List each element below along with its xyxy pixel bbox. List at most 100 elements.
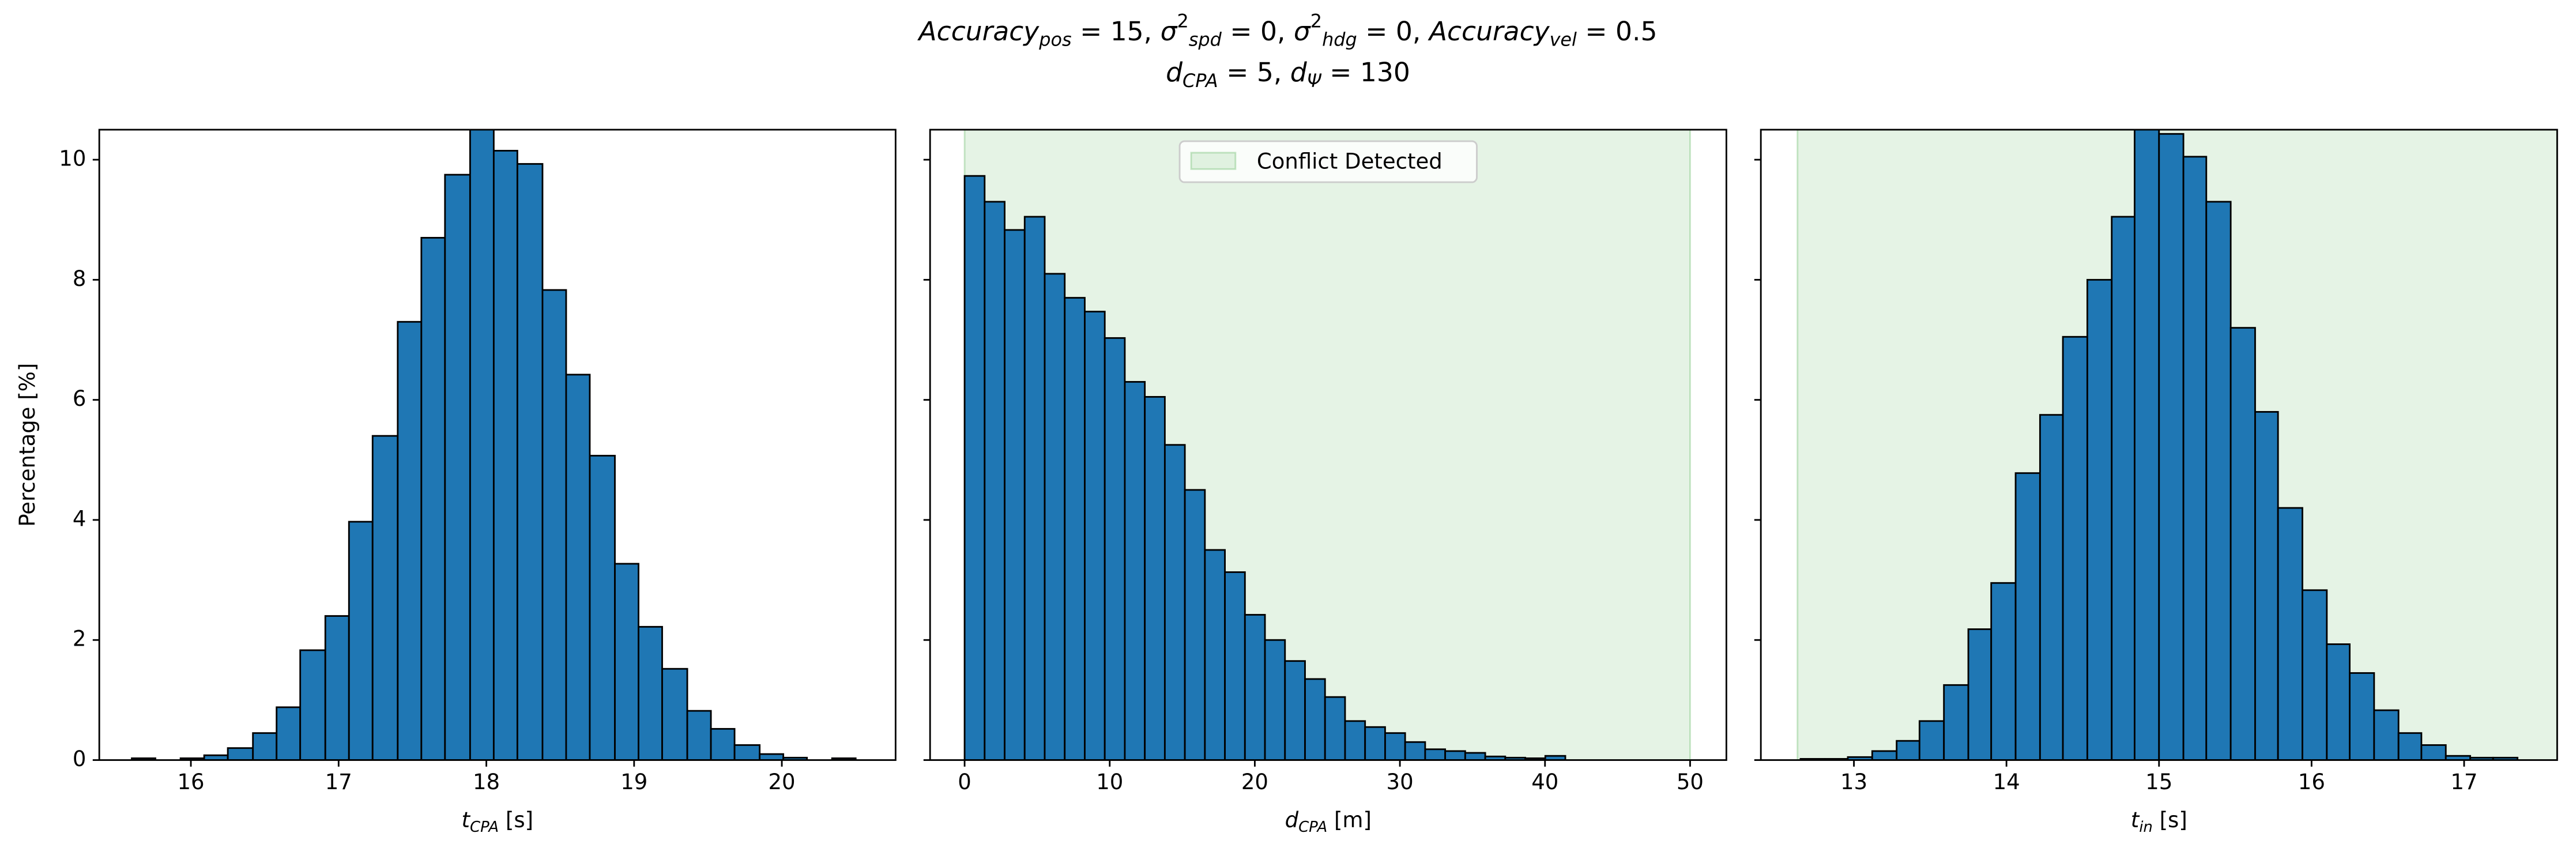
- bar: [2326, 643, 2351, 760]
- legend-label: Conflict Detected: [1257, 149, 1443, 174]
- text-part: = 5,: [1218, 57, 1290, 88]
- x-tick-label: 17: [2450, 770, 2477, 794]
- x-axis-label: tCPA [s]: [461, 807, 533, 835]
- x-tick-label: 10: [1096, 770, 1123, 794]
- bar: [2133, 129, 2160, 760]
- text-part: d: [1290, 57, 1308, 88]
- bar: [2229, 327, 2256, 760]
- bar: [1064, 297, 1086, 760]
- bar: [614, 563, 639, 760]
- bar: [2302, 589, 2328, 760]
- x-tick-label: 19: [620, 770, 647, 794]
- bar: [324, 615, 350, 760]
- bar: [371, 435, 399, 760]
- bar: [2086, 278, 2113, 760]
- bar: [131, 757, 157, 760]
- bar: [2111, 216, 2136, 760]
- bar: [348, 521, 374, 760]
- bar: [420, 237, 446, 760]
- legend-patch: [1190, 152, 1237, 170]
- x-tick-label: 16: [2298, 770, 2325, 794]
- plot-area: [963, 129, 1691, 760]
- bar: [759, 753, 785, 760]
- subscript: vel: [1550, 29, 1577, 51]
- bar: [1344, 720, 1366, 760]
- bar: [1896, 740, 1920, 760]
- text-part: = 15,: [1072, 16, 1161, 46]
- x-axis-label: dCPA [m]: [1285, 807, 1372, 835]
- bar: [2277, 507, 2303, 760]
- bar: [710, 727, 736, 760]
- text-part: = 0,: [1357, 16, 1429, 46]
- subscript: hdg: [1322, 29, 1357, 51]
- bar: [589, 455, 616, 760]
- bar: [1990, 582, 2017, 760]
- bar: [276, 706, 302, 760]
- text-part: t: [461, 807, 470, 832]
- bar: [1023, 216, 1046, 760]
- subscript: spd: [1189, 29, 1222, 51]
- bar: [2373, 709, 2400, 760]
- bar: [1104, 337, 1126, 760]
- y-tick-label: 8: [73, 266, 86, 291]
- x-axis-label: tin [s]: [2131, 807, 2187, 835]
- bar: [831, 757, 857, 760]
- plot-area: [131, 129, 857, 760]
- text-part: = 0.5: [1577, 16, 1658, 46]
- bar: [1918, 720, 1945, 760]
- chart-title: Accuracypos = 15, σ2spd = 0, σ2hdg = 0, …: [917, 10, 1658, 51]
- x-tick-label: 18: [473, 770, 500, 794]
- bar: [1204, 549, 1226, 760]
- bar: [963, 175, 986, 760]
- bar: [1124, 380, 1146, 760]
- bar: [1224, 571, 1246, 760]
- bar: [1244, 614, 1266, 760]
- bar: [2039, 414, 2064, 760]
- bar: [1943, 684, 1969, 760]
- bar: [2420, 744, 2447, 760]
- text-part: = 130: [1321, 57, 1410, 88]
- subscript: CPA: [1298, 818, 1327, 835]
- axes-frame: [929, 129, 1727, 761]
- text-part: d: [1285, 807, 1299, 832]
- bar: [1163, 444, 1186, 760]
- bar: [638, 625, 663, 760]
- bar: [1871, 750, 1898, 760]
- bar: [1464, 752, 1486, 760]
- text-part: σ: [1161, 16, 1178, 46]
- y-axis-label: Percentage [%]: [15, 363, 40, 527]
- bar: [1444, 750, 1466, 760]
- bar: [1184, 489, 1206, 760]
- chart-title: dCPA = 5, dΨ = 130: [1166, 57, 1410, 92]
- superscript: 2: [1177, 10, 1189, 32]
- text-part: = 0,: [1222, 16, 1294, 46]
- bar: [1144, 396, 1166, 760]
- y-tick-label: 2: [73, 627, 86, 651]
- bar: [2182, 156, 2208, 760]
- bar: [984, 201, 1005, 760]
- bar: [1364, 726, 1386, 760]
- bar: [1424, 748, 1447, 760]
- bar: [1384, 732, 1406, 760]
- legend-box: [1178, 140, 1478, 183]
- bar: [1264, 639, 1286, 760]
- y-tick-label: 6: [73, 386, 86, 411]
- plot-area: [1797, 129, 2558, 760]
- bar: [686, 710, 712, 760]
- text-part: [s]: [2153, 807, 2187, 832]
- bar: [492, 150, 518, 760]
- bar: [444, 174, 471, 760]
- text-part: Accuracy: [917, 16, 1040, 46]
- superscript: 2: [1310, 10, 1322, 32]
- bar: [1084, 311, 1106, 760]
- bar: [227, 747, 254, 760]
- bar: [1967, 628, 1993, 760]
- x-tick-label: 15: [2145, 770, 2172, 794]
- bar: [2158, 133, 2185, 760]
- text-part: [m]: [1327, 807, 1372, 832]
- bar: [1544, 755, 1566, 760]
- x-tick-label: 50: [1677, 770, 1704, 794]
- bar: [661, 668, 688, 760]
- y-tick-label: 0: [73, 747, 86, 771]
